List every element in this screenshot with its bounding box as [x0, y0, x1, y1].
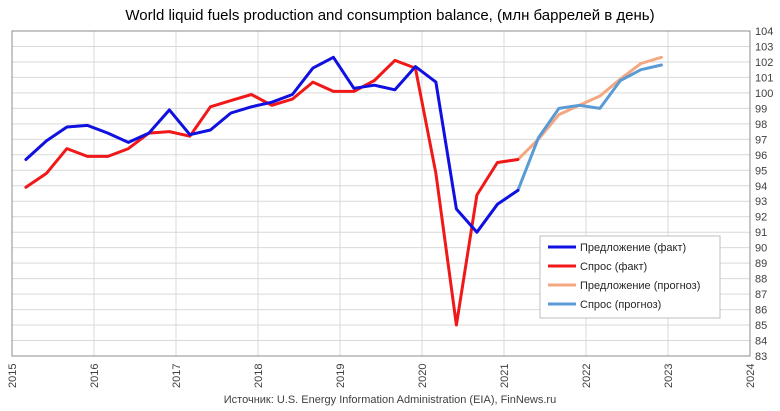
series-line-0: [24, 55, 520, 234]
x-tick-label: 2023: [663, 364, 675, 388]
y-tick-label: 104: [755, 26, 773, 38]
legend-label: Предложение (прогноз): [580, 280, 700, 292]
x-tick-label: 2018: [253, 364, 265, 388]
y-tick-label: 83: [755, 351, 767, 363]
y-tick-label: 94: [755, 181, 767, 193]
plot-area-border: [11, 30, 751, 357]
x-tick-label: 2016: [89, 364, 101, 388]
y-tick-label: 103: [755, 41, 773, 53]
y-tick-label: 87: [755, 289, 767, 301]
x-tick-label: 2017: [171, 364, 183, 388]
source-note: Источник: U.S. Energy Information Admini…: [224, 394, 556, 406]
legend-label: Спрос (прогноз): [580, 299, 661, 311]
x-tick-label: 2015: [7, 364, 19, 388]
x-axis-tick-labels: 2015 2016 2017 2018 2019 2020 2021 2022 2023 2024: [7, 364, 757, 388]
y-tick-label: 88: [755, 274, 767, 286]
y-tick-label: 89: [755, 258, 767, 270]
y-tick-label: 86: [755, 305, 767, 317]
series-line-1: [24, 58, 520, 327]
chart-title: World liquid fuels production and consum…: [125, 7, 654, 24]
y-tick-label: 95: [755, 165, 767, 177]
legend: Предложение (факт) Спрос (факт) Предложени…: [539, 235, 721, 319]
y-tick-label: 93: [755, 196, 767, 208]
y-tick-label: 96: [755, 150, 767, 162]
y-tick-label: 91: [755, 227, 767, 239]
series-line-3: [516, 63, 663, 192]
y-tick-label: 92: [755, 212, 767, 224]
x-tick-label: 2022: [581, 364, 593, 388]
y-tick-label: 100: [755, 88, 773, 100]
x-tick-label: 2020: [417, 364, 429, 388]
x-tick-label: 2021: [499, 364, 511, 388]
y-tick-label: 102: [755, 57, 773, 69]
legend-label: Спрос (факт): [580, 261, 647, 273]
y-tick-label: 84: [755, 336, 767, 348]
x-tick-label: 2024: [745, 364, 757, 388]
y-axis-tick-labels: 83 84 85 86 87 88 89 90 91 92 93 94 95 96 97 98 99 100 101…: [755, 26, 773, 363]
y-tick-label: 101: [755, 72, 773, 84]
y-tick-label: 98: [755, 119, 767, 131]
series-lines: [24, 55, 663, 327]
x-tick-label: 2019: [335, 364, 347, 388]
y-tick-label: 97: [755, 134, 767, 146]
y-tick-label: 90: [755, 243, 767, 255]
legend-label: Предложение (факт): [580, 242, 686, 254]
y-tick-label: 85: [755, 320, 767, 332]
y-tick-label: 99: [755, 103, 767, 115]
